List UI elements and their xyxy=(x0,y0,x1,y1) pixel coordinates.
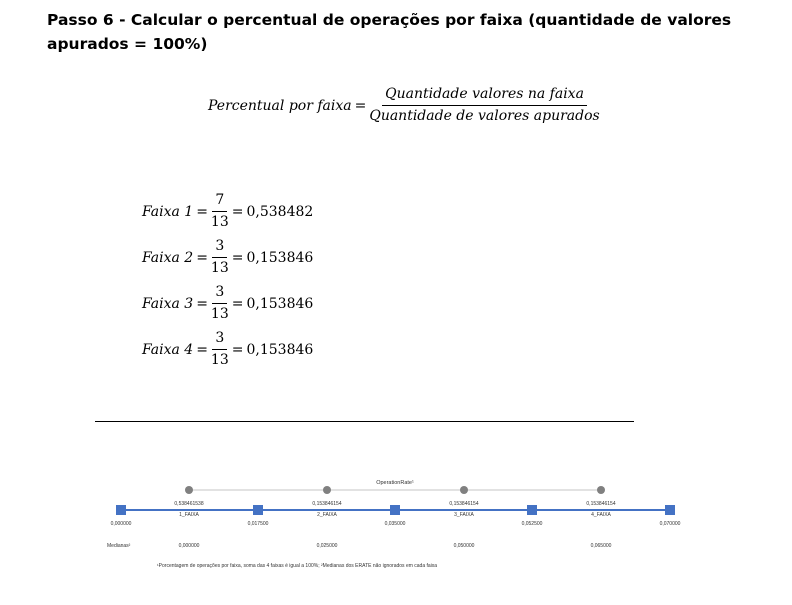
boundary-marker xyxy=(253,505,263,515)
boundary-marker xyxy=(116,505,126,515)
median-value: 0,025000 xyxy=(316,543,338,549)
percentage-label: 0,153846154 xyxy=(449,501,479,507)
faixa-3-equation: Faixa 3 = 3 13 = 0,153846 xyxy=(142,284,314,323)
horizontal-rule xyxy=(95,421,634,422)
boundary-marker xyxy=(390,505,400,515)
faixa-numerator: 3 xyxy=(212,330,228,350)
faixa-label: 2_FAIXA xyxy=(317,512,337,518)
faixa-result: 0,538482 xyxy=(246,203,314,220)
faixa-denominator: 13 xyxy=(210,214,229,230)
faixa-label: 4_FAIXA xyxy=(591,512,611,518)
percentage-label: 0,153846154 xyxy=(312,501,342,507)
faixa-numerator: 7 xyxy=(212,192,228,212)
boundary-label: 0,070000 xyxy=(659,521,681,527)
faixa-2-equation: Faixa 2 = 3 13 = 0,153846 xyxy=(142,238,314,277)
faixa-result: 0,153846 xyxy=(246,295,314,312)
boundary-marker xyxy=(665,505,675,515)
faixa-1-equation: Faixa 1 = 7 13 = 0,538482 xyxy=(142,192,314,231)
faixa-label: 1_FAIXA xyxy=(179,512,199,518)
faixa-label: Faixa 3 xyxy=(142,295,194,312)
percentage-dot xyxy=(460,486,468,494)
faixa-fraction: 3 13 xyxy=(211,284,229,323)
formula-denominator: Quantidade de valores apurados xyxy=(369,108,600,124)
medians-label: Medianas² xyxy=(107,543,131,549)
faixa-fraction: 7 13 xyxy=(211,192,229,231)
formula-numerator: Quantidade valores na faixa xyxy=(382,86,587,106)
percentage-formula: Percentual por faixa = Quantidade valore… xyxy=(208,86,600,125)
percentage-dot xyxy=(185,486,193,494)
faixa-label: Faixa 2 xyxy=(142,249,194,266)
boundary-label: 0,035000 xyxy=(384,521,406,527)
faixa-numerator: 3 xyxy=(212,238,228,258)
formula-fraction: Quantidade valores na faixa Quantidade d… xyxy=(369,86,599,125)
percentage-dot xyxy=(597,486,605,494)
faixa-numerator: 3 xyxy=(212,284,228,304)
faixa-fraction: 3 13 xyxy=(211,238,229,277)
faixa-result: 0,153846 xyxy=(246,249,314,266)
median-value: 0,065000 xyxy=(590,543,612,549)
faixa-diagram: OperationRate¹ 0,538461538 0,153846154 0… xyxy=(0,470,792,580)
median-value: 0,050000 xyxy=(453,543,475,549)
equals-sign: = xyxy=(354,97,367,114)
faixa-denominator: 13 xyxy=(210,352,229,368)
faixa-label: Faixa 4 xyxy=(142,341,194,358)
percentage-label: 0,538461538 xyxy=(174,501,204,507)
percentage-label: 0,153846154 xyxy=(586,501,616,507)
boundary-marker xyxy=(527,505,537,515)
faixa-label: 3_FAIXA xyxy=(454,512,474,518)
boundary-label: 0,000000 xyxy=(110,521,132,527)
faixa-4-equation: Faixa 4 = 3 13 = 0,153846 xyxy=(142,330,314,369)
diagram-svg xyxy=(116,486,675,515)
faixa-denominator: 13 xyxy=(210,306,229,322)
faixa-denominator: 13 xyxy=(210,260,229,276)
percentage-dot xyxy=(323,486,331,494)
formula-lhs: Percentual por faixa xyxy=(208,97,352,114)
faixa-label: Faixa 1 xyxy=(142,203,194,220)
median-value: 0,000000 xyxy=(178,543,200,549)
boundary-label: 0,052500 xyxy=(521,521,543,527)
diagram-footnote: ¹Porcentagem de operações por faixa, som… xyxy=(157,563,438,569)
faixa-result: 0,153846 xyxy=(246,341,314,358)
faixa-fraction: 3 13 xyxy=(211,330,229,369)
page-heading: Passo 6 - Calcular o percentual de opera… xyxy=(47,11,732,53)
operation-rate-label: OperationRate¹ xyxy=(374,480,416,486)
boundary-label: 0,017500 xyxy=(247,521,269,527)
